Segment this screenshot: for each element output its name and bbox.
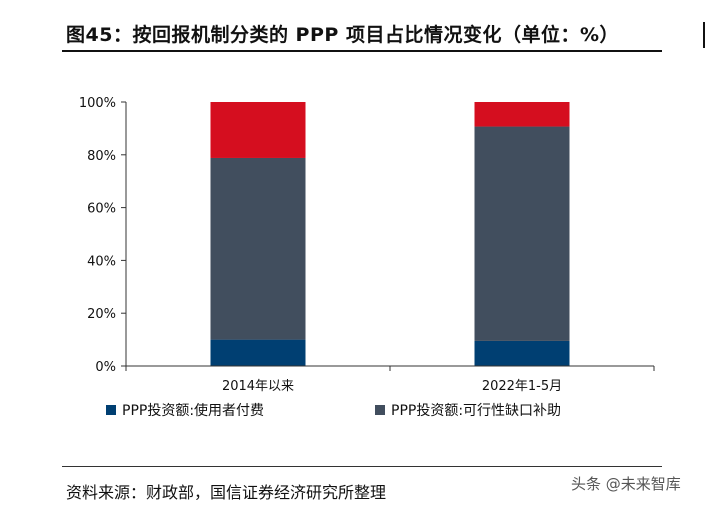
- legend-swatch: [106, 405, 116, 415]
- title-divider: [62, 50, 662, 52]
- y-tick-label: 100%: [79, 96, 116, 111]
- bar-segment-2-cat-2: [474, 126, 570, 341]
- bar-segment-2-cat-1: [210, 157, 306, 340]
- y-tick-label: 40%: [87, 254, 116, 269]
- y-tick-label: 20%: [87, 307, 116, 322]
- edge-divider: [703, 22, 705, 48]
- watermark: 头条 @未来智库: [571, 475, 681, 493]
- y-tick-label: 80%: [87, 149, 116, 164]
- bar-segment-1-cat-1: [210, 339, 306, 366]
- source-note: 资料来源：财政部，国信证券经济研究所整理: [66, 483, 387, 502]
- x-category-label: 2014年以来: [222, 379, 294, 394]
- legend-label: PPP投资额:使用者付费: [122, 402, 264, 419]
- chart-title: 图45：按回报机制分类的 PPP 项目占比情况变化（单位：%）: [66, 24, 619, 46]
- legend-swatch: [375, 405, 385, 415]
- y-tick-label: 60%: [87, 202, 116, 217]
- bar-segment-3-cat-1: [210, 102, 306, 158]
- footer-divider: [62, 466, 662, 467]
- bar-segment-1-cat-2: [474, 340, 570, 366]
- x-category-label: 2022年1-5月: [482, 379, 562, 394]
- y-tick-label: 0%: [95, 360, 116, 375]
- legend-label: PPP投资额:可行性缺口补助: [391, 403, 561, 419]
- bar-segment-3-cat-2: [474, 102, 570, 127]
